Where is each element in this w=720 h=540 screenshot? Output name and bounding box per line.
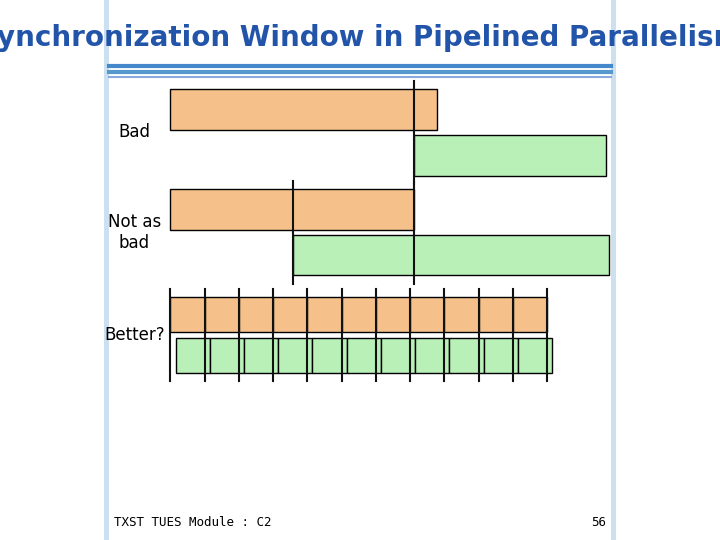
Bar	[278, 338, 312, 373]
Bar	[171, 297, 204, 332]
Bar	[210, 338, 244, 373]
Bar	[176, 338, 210, 373]
Bar	[104, 0, 109, 540]
Bar	[171, 89, 437, 130]
Bar	[273, 297, 307, 332]
Bar	[341, 297, 376, 332]
Text: TXST TUES Module : C2: TXST TUES Module : C2	[114, 516, 271, 529]
Bar	[410, 297, 444, 332]
Bar	[244, 338, 278, 373]
Bar	[312, 338, 347, 373]
Bar	[293, 235, 608, 275]
Bar	[347, 338, 381, 373]
Bar	[513, 297, 547, 332]
Text: Bad: Bad	[119, 123, 150, 141]
Bar	[381, 338, 415, 373]
Bar	[307, 297, 341, 332]
Bar	[479, 297, 513, 332]
Bar	[484, 338, 518, 373]
Bar	[376, 297, 410, 332]
Text: Better?: Better?	[104, 326, 165, 344]
Bar	[415, 338, 449, 373]
Bar	[204, 297, 239, 332]
Bar	[239, 297, 273, 332]
Bar	[518, 338, 552, 373]
Bar	[171, 189, 414, 230]
Bar	[611, 0, 616, 540]
Text: 56: 56	[591, 516, 606, 529]
Bar	[414, 135, 606, 176]
Bar	[444, 297, 479, 332]
Text: Synchronization Window in Pipelined Parallelism: Synchronization Window in Pipelined Para…	[0, 24, 720, 52]
Text: Not as
bad: Not as bad	[108, 213, 161, 252]
Bar	[449, 338, 484, 373]
